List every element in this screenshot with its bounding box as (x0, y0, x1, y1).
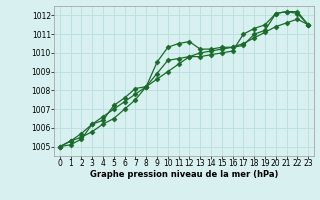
X-axis label: Graphe pression niveau de la mer (hPa): Graphe pression niveau de la mer (hPa) (90, 170, 278, 179)
